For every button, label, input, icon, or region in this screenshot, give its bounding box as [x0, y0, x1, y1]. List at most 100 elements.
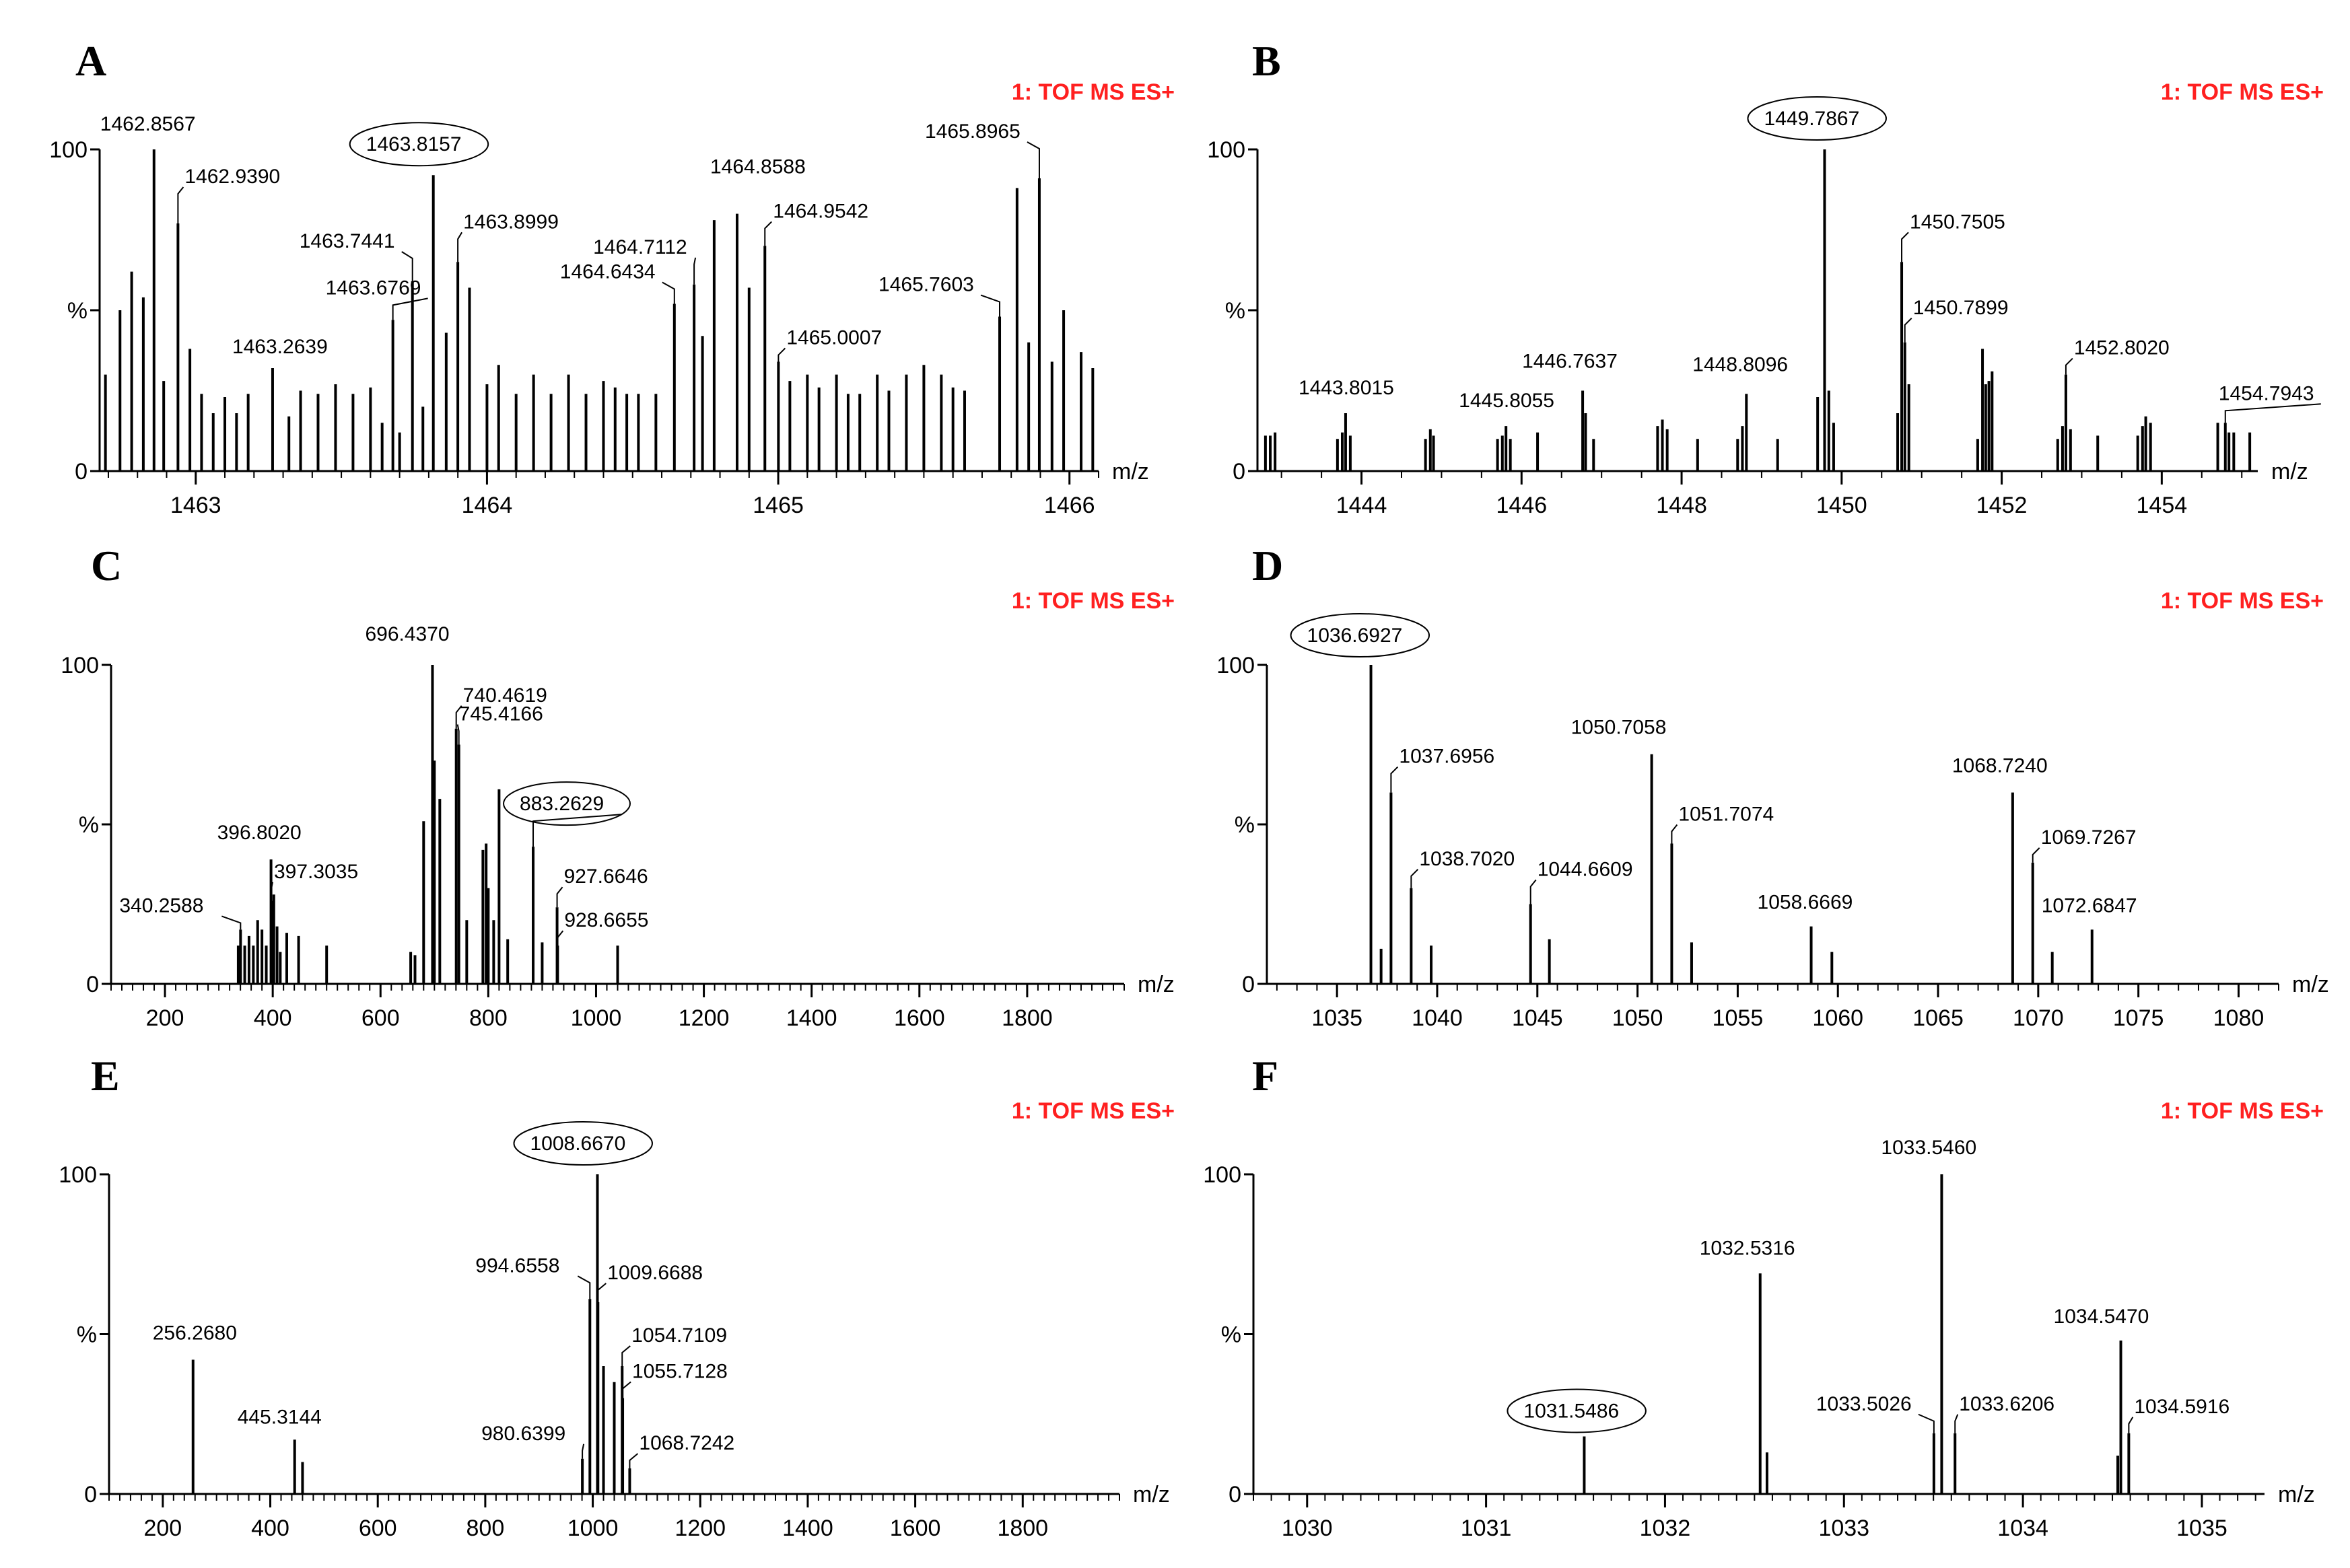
peak-label: 927.6646: [564, 865, 648, 888]
label-leader: [629, 1453, 639, 1468]
peak-label: 1454.7943: [2219, 382, 2314, 404]
panel-letter: C: [91, 542, 122, 590]
peak-label: 1464.9542: [773, 200, 868, 222]
peak-label: 883.2629: [520, 793, 604, 815]
x-tick-label: 200: [146, 1005, 184, 1031]
peak-label: 1072.6847: [2042, 894, 2137, 917]
y-tick-label: %: [77, 1322, 97, 1348]
peak-label: 1462.9390: [184, 166, 280, 188]
peak-label: 1036.6927: [1307, 625, 1403, 647]
x-tick-label: 1448: [1656, 493, 1707, 518]
x-tick-label: 1045: [1512, 1005, 1563, 1031]
x-tick-label: 400: [254, 1005, 292, 1031]
peak-label: 745.4166: [459, 703, 543, 725]
label-leader: [597, 1283, 607, 1302]
peak-label: 397.3035: [274, 861, 358, 883]
peak-label: 1050.7058: [1571, 717, 1667, 739]
x-axis-unit: m/z: [1138, 972, 1175, 997]
peak-label: 1058.6669: [1758, 892, 1853, 914]
label-leader: [693, 257, 697, 285]
peak-label: 1465.7603: [878, 274, 974, 296]
label-leader: [621, 1345, 631, 1366]
panel-d: D 1: TOF MS ES+ 0% 100 1035 1040 1045 1050 1055 1…: [1216, 542, 2329, 1031]
label-leader: [582, 1444, 585, 1459]
y-tick-label: %: [1225, 298, 1245, 324]
peak-label: 1038.7020: [1419, 848, 1515, 870]
x-tick-label: 1452: [1976, 493, 2028, 518]
x-tick-label: 1466: [1044, 493, 1095, 518]
peak-label: 1033.5460: [1881, 1137, 1976, 1159]
peak-label: 1450.7899: [1913, 297, 2009, 319]
peak-label: 1068.7240: [1952, 755, 2048, 777]
label-leader: [1918, 1413, 1935, 1433]
peak-label: 980.6399: [481, 1423, 565, 1445]
x-tick-label: 1400: [782, 1516, 833, 1541]
peak-label: 1032.5316: [1700, 1237, 1795, 1259]
label-leader: [1904, 318, 1912, 343]
peak-label: 1033.6206: [1959, 1393, 2054, 1415]
x-tick-label: 1065: [1912, 1005, 1964, 1031]
y-tick-label: 0: [84, 1482, 97, 1507]
label-leader: [1027, 141, 1040, 179]
y-tick-label: 0: [1229, 1482, 1241, 1507]
x-axis-unit: m/z: [2292, 972, 2329, 997]
x-tick-label: 1034: [1997, 1516, 2048, 1541]
label-leader: [556, 886, 563, 908]
highlight-ellipse: [1747, 96, 1887, 141]
label-leader: [401, 251, 413, 281]
instrument-label: 1: TOF MS ES+: [2161, 79, 2324, 105]
panel-c: C 1: TOF MS ES+ 0% 100 200 400 600 800 1000 1200 1…: [61, 542, 1175, 1031]
label-leader: [2032, 847, 2040, 863]
peak-label: 1009.6688: [607, 1262, 703, 1284]
x-axis-unit: m/z: [2271, 459, 2308, 485]
y-tick-label: %: [1221, 1322, 1241, 1348]
label-leader: [271, 882, 273, 901]
x-tick-label: 1075: [2113, 1005, 2164, 1031]
x-tick-label: 400: [251, 1516, 289, 1541]
instrument-label: 1: TOF MS ES+: [1012, 1098, 1175, 1124]
panel-letter: E: [91, 1052, 120, 1100]
peak-label: 1450.7505: [1910, 211, 2005, 233]
peak-label: 994.6558: [475, 1254, 559, 1277]
y-tick-label: 100: [49, 137, 88, 163]
label-leader: [1390, 766, 1399, 793]
x-tick-label: 1200: [675, 1516, 726, 1541]
x-tick-label: 1200: [679, 1005, 730, 1031]
peak-label: 740.4619: [463, 684, 547, 707]
instrument-label: 1: TOF MS ES+: [1012, 588, 1175, 614]
x-axis-unit: m/z: [1112, 459, 1149, 485]
peak-label: 1448.8096: [1692, 353, 1788, 376]
peak-label: 1037.6956: [1399, 746, 1494, 768]
x-axis-unit: m/z: [2278, 1482, 2315, 1507]
x-tick-label: 600: [361, 1005, 400, 1031]
y-tick-label: %: [67, 298, 88, 324]
peak-label: 340.2588: [119, 894, 203, 917]
peak-label: 1034.5470: [2054, 1306, 2149, 1328]
label-leader: [980, 294, 1001, 317]
y-tick-label: %: [1235, 812, 1255, 838]
highlight-ellipse: [503, 781, 631, 826]
x-tick-label: 600: [359, 1516, 397, 1541]
peak-label: 1449.7867: [1764, 108, 1859, 130]
label-leader: [764, 221, 772, 246]
peak-label: 396.8020: [217, 822, 302, 844]
y-tick-label: 100: [1207, 137, 1245, 163]
x-tick-label: 1070: [2013, 1005, 2064, 1031]
label-leader: [2128, 1417, 2134, 1433]
x-tick-label: 1035: [1311, 1005, 1362, 1031]
x-tick-label: 800: [466, 1516, 505, 1541]
x-tick-label: 1031: [1461, 1516, 1512, 1541]
panel-letter: A: [75, 37, 106, 85]
x-tick-label: 1450: [1816, 493, 1867, 518]
peak-label: 1464.6434: [560, 260, 656, 283]
label-leader: [1529, 879, 1537, 904]
x-tick-label: 1080: [2213, 1005, 2265, 1031]
peak-label: 1446.7637: [1522, 351, 1618, 373]
x-tick-label: 1035: [2176, 1516, 2227, 1541]
panel-e: E 1: TOF MS ES+ 0% 100 200 400 600 800 1000 1200 1…: [59, 1052, 1175, 1541]
panel-letter: B: [1252, 37, 1281, 85]
panel-b: B 1: TOF MS ES+ 0% 100 1444 1446 1448 1450 1452 1…: [1207, 37, 2324, 518]
peak-label: 1464.8588: [710, 156, 806, 178]
x-tick-label: 1454: [2137, 493, 2188, 518]
